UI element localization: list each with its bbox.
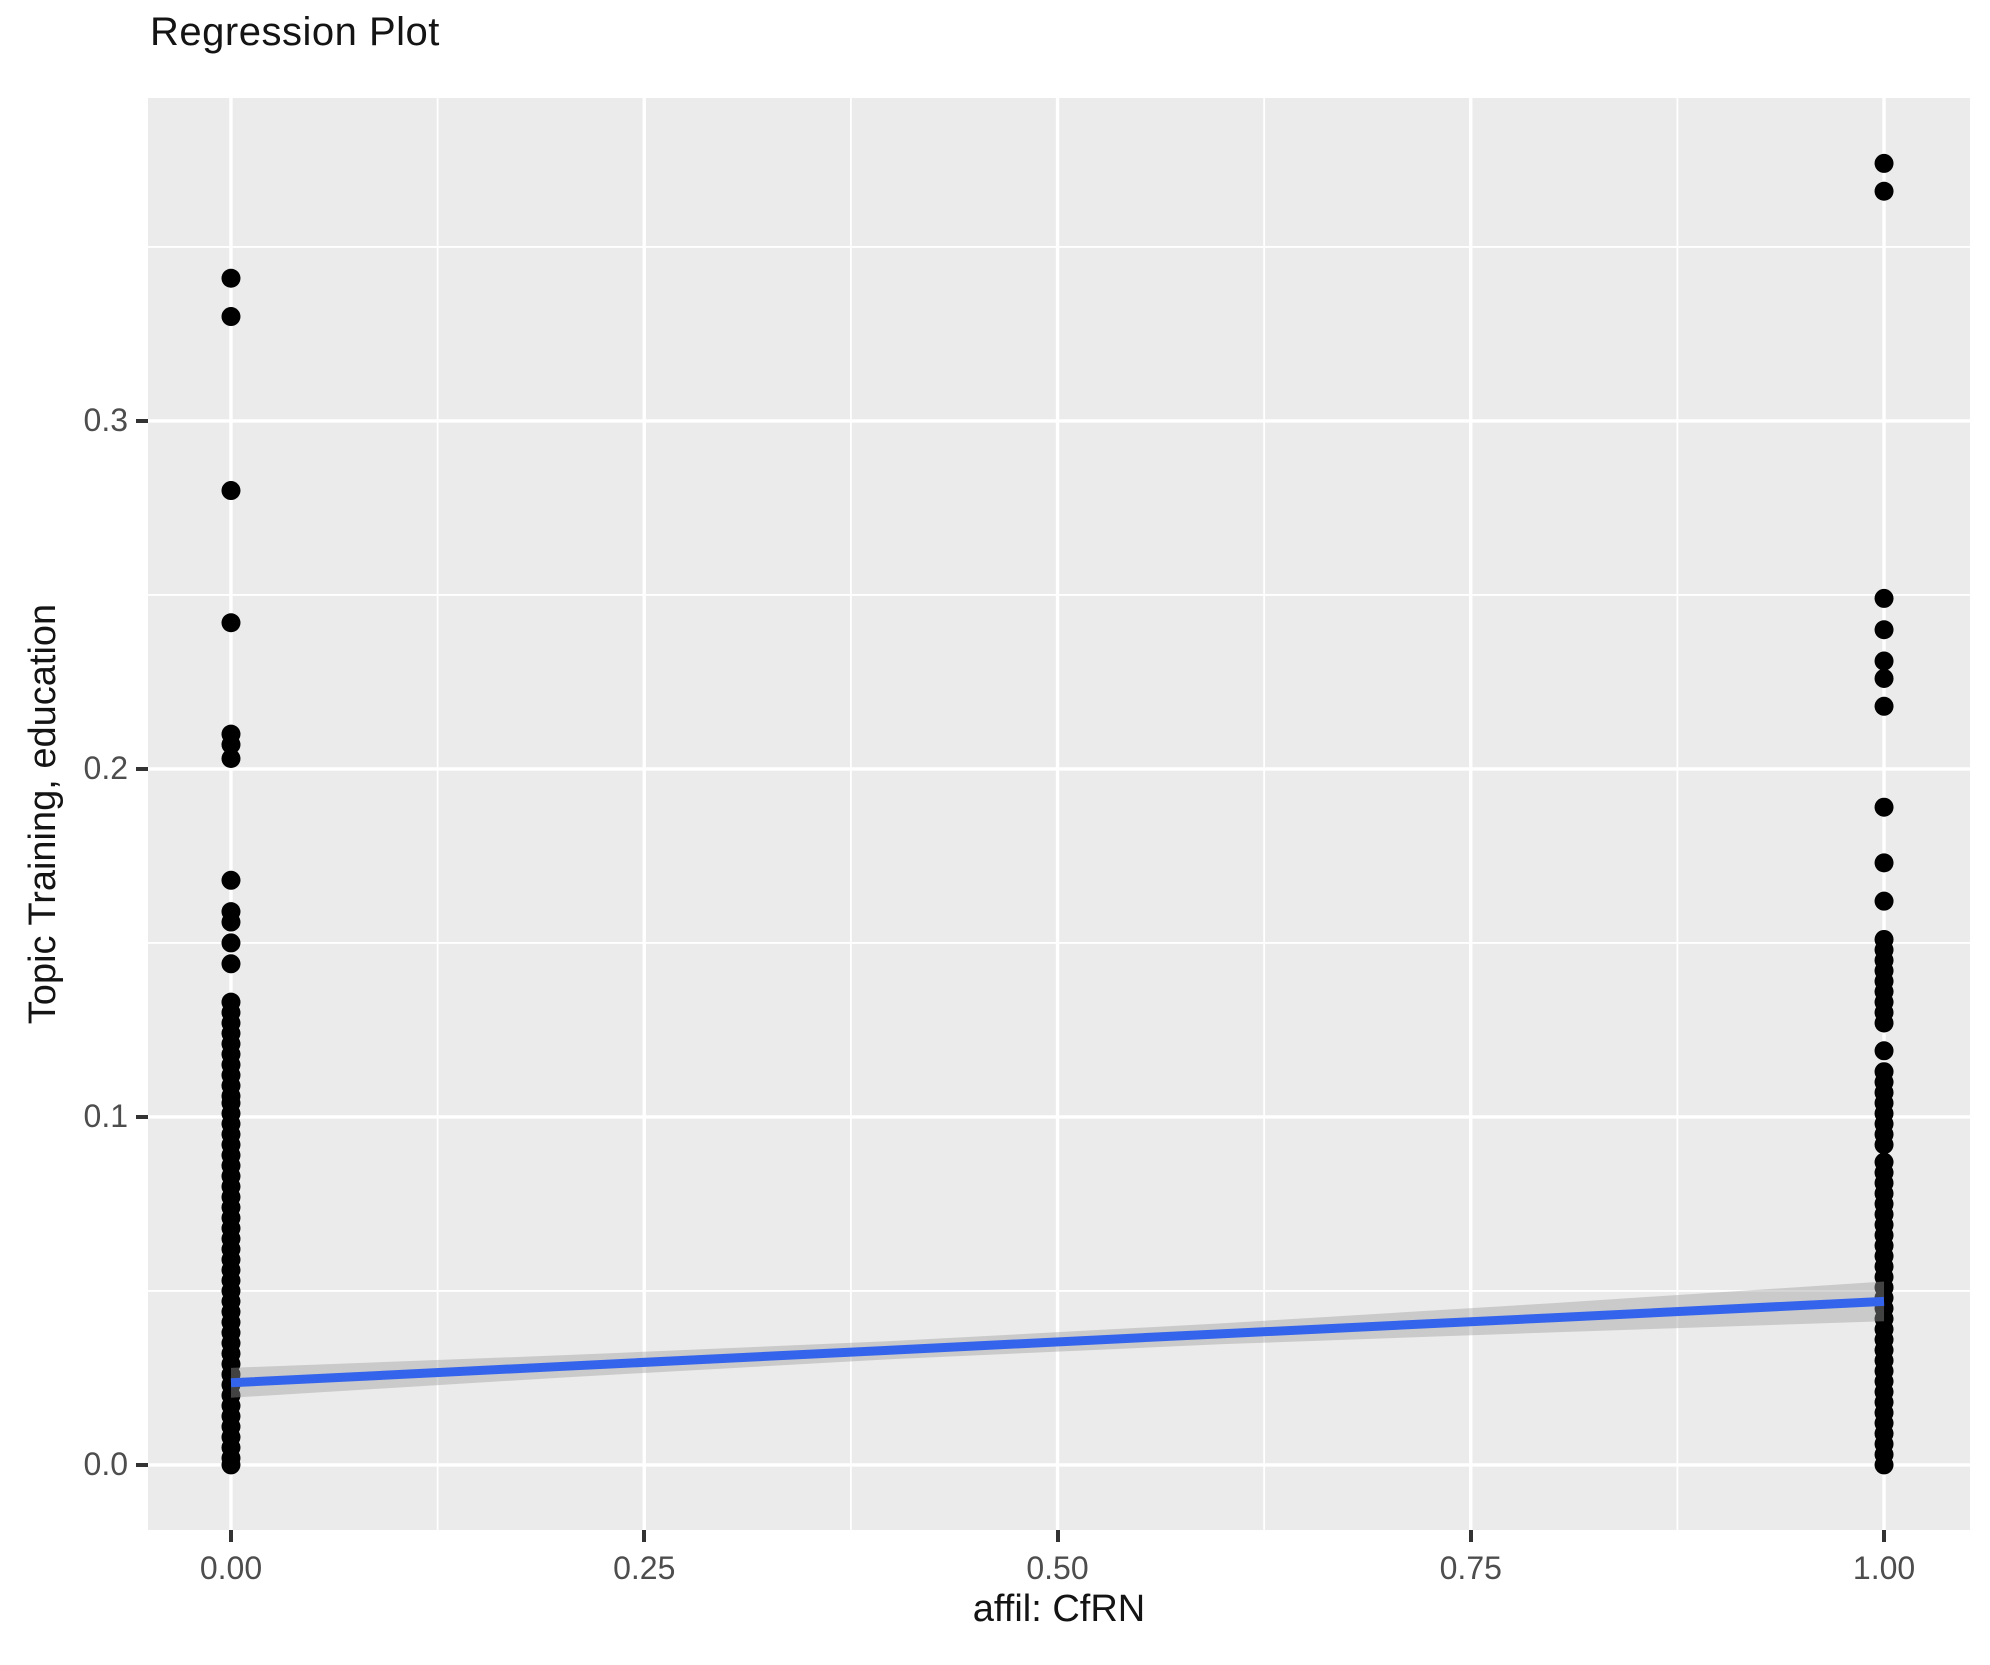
y-tick-label: 0.2 bbox=[83, 749, 128, 786]
y-tick-label: 0.0 bbox=[83, 1445, 128, 1482]
plot-panel bbox=[148, 98, 1970, 1530]
regression-line bbox=[230, 1296, 1885, 1388]
plot-canvas bbox=[148, 98, 1970, 1530]
x-tick-mark bbox=[1882, 1530, 1887, 1542]
x-tick-mark bbox=[228, 1530, 233, 1542]
y-tick-mark bbox=[136, 766, 148, 771]
x-tick-label: 0.25 bbox=[613, 1550, 676, 1586]
x-tick-label: 0.75 bbox=[1439, 1550, 1502, 1586]
x-tick-label: 0.50 bbox=[1026, 1550, 1089, 1586]
y-tick-mark bbox=[136, 418, 148, 423]
x-tick-mark bbox=[1468, 1530, 1473, 1542]
x-tick-label: 0.00 bbox=[199, 1550, 263, 1586]
y-tick-label: 0.1 bbox=[83, 1097, 128, 1134]
points-series-0 bbox=[221, 268, 241, 1475]
y-axis-title-text: Topic Training, education bbox=[22, 603, 64, 1025]
y-tick-label: 0.3 bbox=[83, 401, 128, 438]
points-series-1 bbox=[1874, 153, 1894, 1475]
y-tick-mark bbox=[136, 1114, 148, 1119]
y-tick-mark bbox=[136, 1462, 148, 1467]
x-tick-label: 1.00 bbox=[1852, 1550, 1916, 1586]
x-axis-title: affil: CfRN bbox=[972, 1588, 1146, 1630]
x-tick-mark bbox=[1055, 1530, 1060, 1542]
plot-title: Regression Plot bbox=[150, 10, 440, 54]
x-tick-mark bbox=[642, 1530, 647, 1542]
